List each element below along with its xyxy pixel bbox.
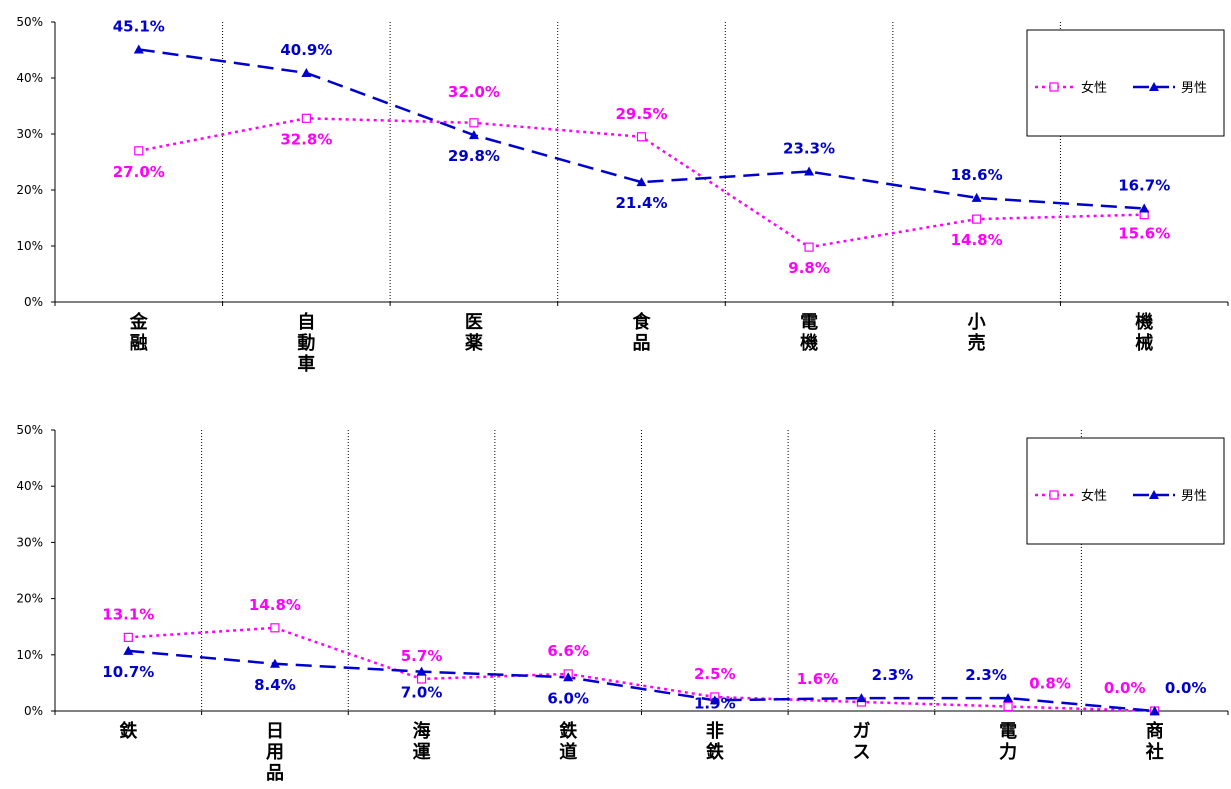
legend-marker-female <box>1049 82 1059 92</box>
legend: 女性 男性 <box>1026 437 1225 545</box>
point-female <box>972 214 982 224</box>
legend-marker-male <box>1149 490 1159 499</box>
data-label-female: 14.8% <box>249 596 301 614</box>
legend: 女性 男性 <box>1026 29 1225 137</box>
data-label-female: 5.7% <box>401 647 443 665</box>
data-label-male: 29.8% <box>448 147 500 165</box>
data-label-male: 23.3% <box>783 140 835 158</box>
point-male <box>856 693 867 703</box>
data-label-female: 1.6% <box>797 670 839 688</box>
point-male <box>804 166 815 176</box>
data-label-male: 16.7% <box>1118 176 1170 194</box>
point-female <box>1003 701 1013 712</box>
point-male <box>301 67 312 77</box>
category-label: 日用品 <box>266 721 284 784</box>
data-label-male: 6.0% <box>547 689 589 707</box>
category-label: ガス <box>852 721 870 763</box>
category-label: 自動車 <box>297 311 315 375</box>
legend-label-female: 女性 <box>1081 80 1107 96</box>
point-male <box>133 44 144 54</box>
legend-label-male: 男性 <box>1181 81 1207 96</box>
point-female <box>270 623 280 633</box>
point-female <box>636 132 647 142</box>
point-male <box>1139 203 1150 213</box>
data-label-female: 14.8% <box>951 231 1003 249</box>
data-label-male: 10.7% <box>102 663 154 681</box>
y-tick-label: 20% <box>16 592 43 606</box>
data-label-female: 2.5% <box>694 665 736 683</box>
category-label: 鉄 <box>119 720 137 742</box>
legend-marker-male <box>1149 82 1159 91</box>
point-female <box>134 146 144 156</box>
point-male <box>416 666 427 676</box>
point-female <box>123 632 133 642</box>
data-label-male: 1.9% <box>694 694 736 712</box>
category-label: 金融 <box>129 311 149 354</box>
y-tick-label: 40% <box>16 71 43 85</box>
category-label: 鉄道 <box>559 720 577 763</box>
y-tick-label: 40% <box>16 479 43 493</box>
y-tick-label: 10% <box>16 648 43 662</box>
chart-1: 0% 10% 20% 30% 40% 50% 金融 自動車 医薬 食品 電機 小売 機械 27.0% 32.… <box>16 15 1229 375</box>
point-male <box>1149 706 1160 715</box>
point-male <box>563 672 574 682</box>
point-female <box>416 674 427 684</box>
y-tick-label: 30% <box>16 535 43 549</box>
data-label-male: 40.9% <box>280 41 332 59</box>
data-label-male: 21.4% <box>615 194 667 212</box>
legend-label-male: 男性 <box>1181 489 1207 504</box>
point-male <box>636 177 647 187</box>
point-male <box>269 658 280 668</box>
category-label: 電力 <box>999 721 1017 763</box>
point-male <box>971 192 982 202</box>
category-label: 医薬 <box>465 312 483 354</box>
data-label-female: 0.0% <box>1104 679 1146 697</box>
category-label: 非鉄 <box>706 720 724 763</box>
point-female <box>301 113 311 123</box>
category-label: 商社 <box>1146 720 1164 763</box>
data-label-male: 7.0% <box>401 684 443 702</box>
point-female <box>804 242 814 252</box>
legend-marker-female <box>1049 490 1059 500</box>
data-label-female: 32.8% <box>280 130 332 148</box>
chart-2: 0% 10% 20% 30% 40% 50% 鉄 日用品 海運 鉄道 非鉄 ガス 電力 商社 13.1% 14… <box>16 423 1229 784</box>
series-line-male <box>128 649 1155 713</box>
data-label-female: 27.0% <box>113 163 165 181</box>
y-tick-label: 0% <box>24 295 43 309</box>
point-male <box>468 130 479 140</box>
data-label-female: 6.6% <box>547 642 589 660</box>
category-label: 機械 <box>1135 311 1153 354</box>
y-tick-label: 10% <box>16 239 43 253</box>
data-label-female: 0.8% <box>1029 675 1071 693</box>
data-label-male: 0.0% <box>1165 679 1207 697</box>
data-label-female: 9.8% <box>788 259 830 277</box>
category-label: 食品 <box>632 311 652 354</box>
category-label: 海運 <box>413 720 431 763</box>
y-tick-label: 50% <box>16 423 43 437</box>
y-tick-label: 30% <box>16 127 43 141</box>
legend-label-female: 女性 <box>1081 488 1107 504</box>
point-male <box>1003 693 1014 703</box>
data-label-male: 8.4% <box>254 676 296 694</box>
category-label: 小売 <box>968 312 986 354</box>
category-label: 電機 <box>800 312 818 354</box>
data-label-female: 15.6% <box>1118 225 1170 243</box>
data-label-female: 32.0% <box>448 83 500 101</box>
y-tick-label: 20% <box>16 183 43 197</box>
data-label-female: 29.5% <box>615 105 667 123</box>
data-label-female: 13.1% <box>102 605 154 623</box>
data-label-male: 18.6% <box>951 166 1003 184</box>
data-label-male: 2.3% <box>872 666 914 684</box>
data-label-male: 45.1% <box>113 17 165 35</box>
legend-box <box>1026 29 1225 137</box>
y-tick-label: 50% <box>16 15 43 29</box>
data-label-male: 2.3% <box>965 666 1007 684</box>
legend-box <box>1026 437 1225 545</box>
point-female <box>469 118 479 128</box>
y-tick-label: 0% <box>24 704 43 718</box>
point-male <box>709 695 720 705</box>
point-male <box>123 645 134 655</box>
